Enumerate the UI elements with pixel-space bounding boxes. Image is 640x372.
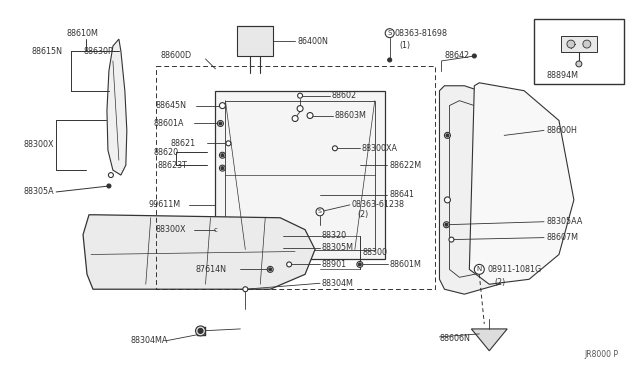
Circle shape [196,326,205,336]
Text: c: c [214,227,218,232]
Polygon shape [471,329,507,351]
Text: 08363-81698: 08363-81698 [395,29,447,38]
Polygon shape [83,215,315,289]
Text: 88642: 88642 [444,51,470,61]
Text: 88305A: 88305A [23,187,54,196]
Text: 88300X: 88300X [156,225,186,234]
Text: (2): (2) [358,210,369,219]
Text: 88607M: 88607M [546,233,578,242]
Text: 88645N: 88645N [156,101,187,110]
Text: 88304M: 88304M [322,279,354,288]
Circle shape [449,237,454,242]
Text: JR8000 P: JR8000 P [585,350,619,359]
Circle shape [298,93,303,98]
Polygon shape [561,36,596,52]
Text: 88300X: 88300X [23,140,54,149]
Bar [156,66,435,289]
Circle shape [221,154,224,157]
Circle shape [220,103,225,109]
Circle shape [357,262,363,267]
Text: 88300: 88300 [363,248,388,257]
Circle shape [332,146,337,151]
Text: 88600H: 88600H [546,126,577,135]
Text: 88620: 88620 [154,148,179,157]
Circle shape [446,134,449,137]
Polygon shape [469,83,574,284]
Text: 88300XA: 88300XA [362,144,398,153]
Circle shape [292,116,298,122]
Circle shape [388,58,392,62]
Text: 88305M: 88305M [322,243,354,252]
Text: 88621: 88621 [171,139,196,148]
Text: 88610M: 88610M [66,29,98,38]
Text: 88600D: 88600D [161,51,192,61]
Text: (2): (2) [494,278,506,287]
Text: 88305AA: 88305AA [546,217,582,226]
Text: 88623T: 88623T [157,161,188,170]
Circle shape [472,54,476,58]
Text: (1): (1) [399,41,411,49]
Polygon shape [107,39,127,175]
Text: 88603M: 88603M [335,111,367,120]
Circle shape [221,167,224,170]
Circle shape [220,165,225,171]
Text: 87614N: 87614N [196,265,227,274]
Text: 08363-61238: 08363-61238 [352,201,405,209]
Text: 88606N: 88606N [440,334,470,343]
Circle shape [358,263,362,266]
Circle shape [444,132,451,138]
Text: 99611M: 99611M [148,201,181,209]
Text: 08911-1081G: 08911-1081G [487,265,541,274]
Text: 88320: 88320 [322,231,347,240]
Text: 88615N: 88615N [31,46,62,55]
Circle shape [567,40,575,48]
Circle shape [226,141,231,146]
Circle shape [474,264,484,274]
Circle shape [444,222,449,228]
Circle shape [108,173,113,177]
Text: 88602: 88602 [332,91,357,100]
Circle shape [268,266,273,272]
Circle shape [220,152,225,158]
Polygon shape [216,91,385,259]
Text: 88601A: 88601A [154,119,184,128]
Text: 88901: 88901 [322,260,347,269]
Text: S: S [387,30,392,36]
Circle shape [307,113,313,119]
Circle shape [583,40,591,48]
Text: 88894M: 88894M [546,71,578,80]
Circle shape [444,197,451,203]
Text: 88622M: 88622M [390,161,422,170]
Text: 88630P: 88630P [83,46,113,55]
Circle shape [107,184,111,188]
Text: 88601M: 88601M [390,260,422,269]
Circle shape [287,262,292,267]
Circle shape [297,106,303,112]
Text: N: N [477,266,482,272]
Text: 86400N: 86400N [297,36,328,46]
Polygon shape [237,26,273,56]
Circle shape [198,328,203,333]
Circle shape [219,122,222,125]
Circle shape [385,29,394,38]
Circle shape [445,223,448,226]
Text: S: S [318,209,322,214]
Circle shape [576,61,582,67]
Polygon shape [440,86,534,294]
Circle shape [243,287,248,292]
Circle shape [218,121,223,126]
Text: 88641: 88641 [390,190,415,199]
Circle shape [269,268,272,271]
Text: 88304MA: 88304MA [131,336,168,345]
Circle shape [316,208,324,216]
Bar [534,19,623,84]
